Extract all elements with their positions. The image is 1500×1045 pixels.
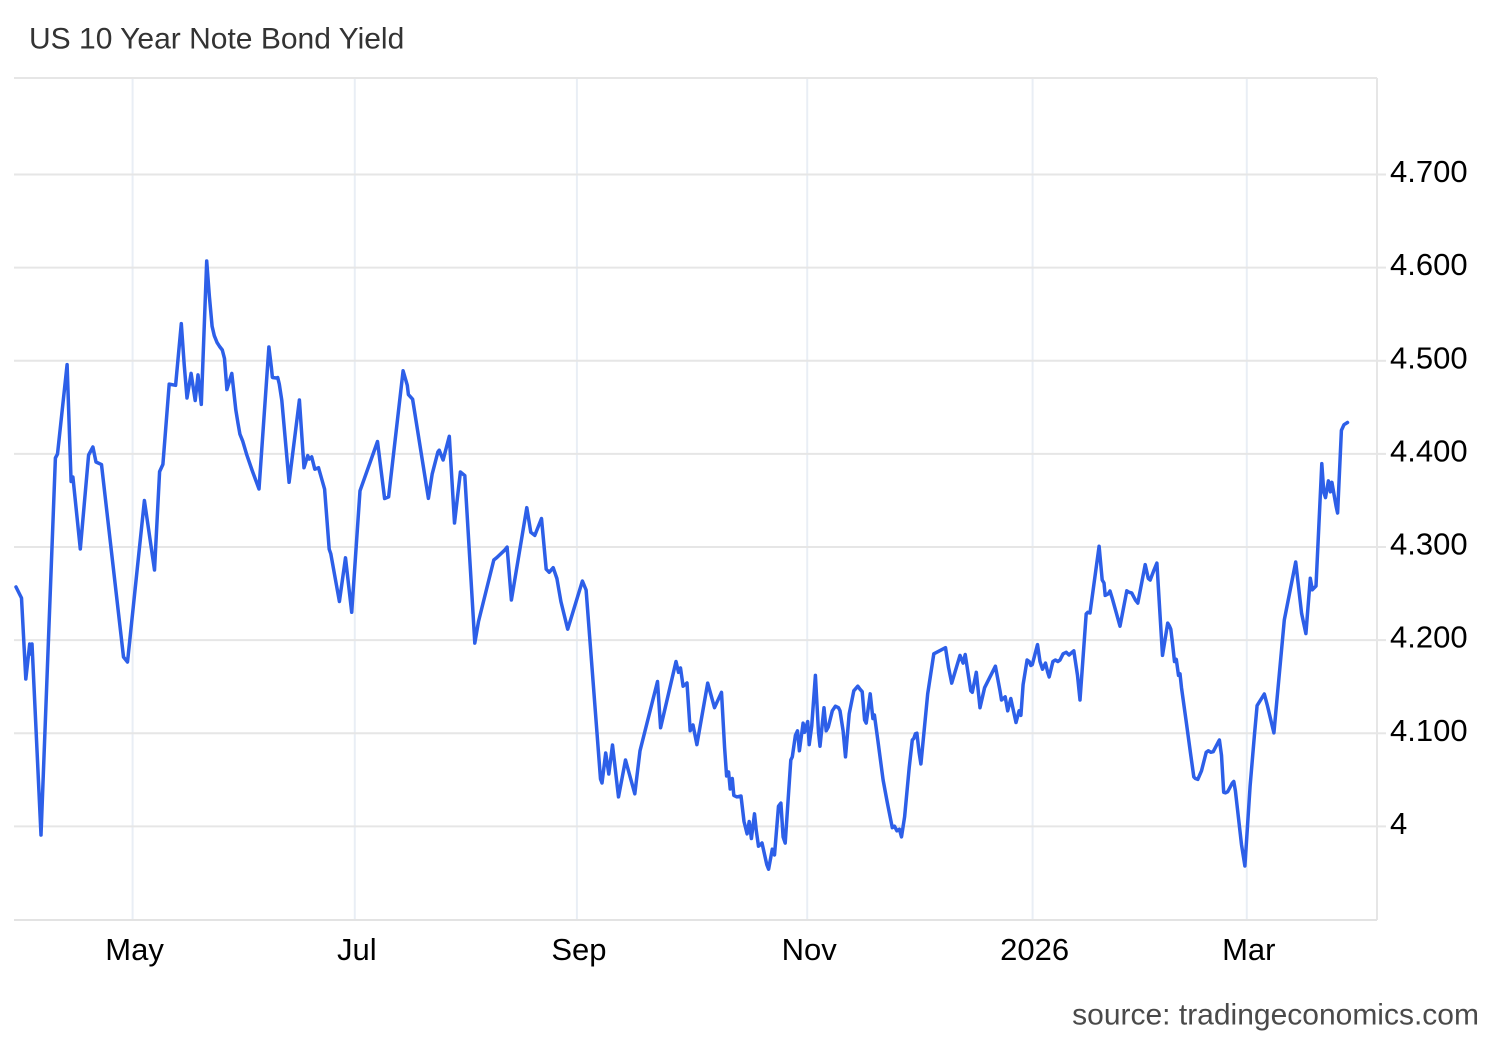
svg-text:Sep: Sep (551, 932, 606, 967)
svg-text:4.200: 4.200 (1390, 620, 1468, 655)
svg-text:Nov: Nov (782, 932, 838, 967)
svg-text:4.500: 4.500 (1390, 340, 1468, 375)
svg-text:4.400: 4.400 (1390, 433, 1468, 468)
svg-text:4.300: 4.300 (1390, 527, 1468, 562)
svg-text:US 10 Year Note Bond Yield: US 10 Year Note Bond Yield (29, 22, 404, 55)
svg-text:4.600: 4.600 (1390, 247, 1468, 282)
svg-text:4.100: 4.100 (1390, 713, 1468, 748)
svg-text:Mar: Mar (1222, 932, 1275, 967)
svg-text:4: 4 (1390, 806, 1407, 841)
svg-text:2026: 2026 (1000, 932, 1069, 967)
svg-text:May: May (105, 932, 164, 967)
svg-text:Jul: Jul (337, 932, 377, 967)
svg-text:source: tradingeconomics.com: source: tradingeconomics.com (1072, 998, 1479, 1031)
svg-text:4.700: 4.700 (1390, 154, 1468, 189)
